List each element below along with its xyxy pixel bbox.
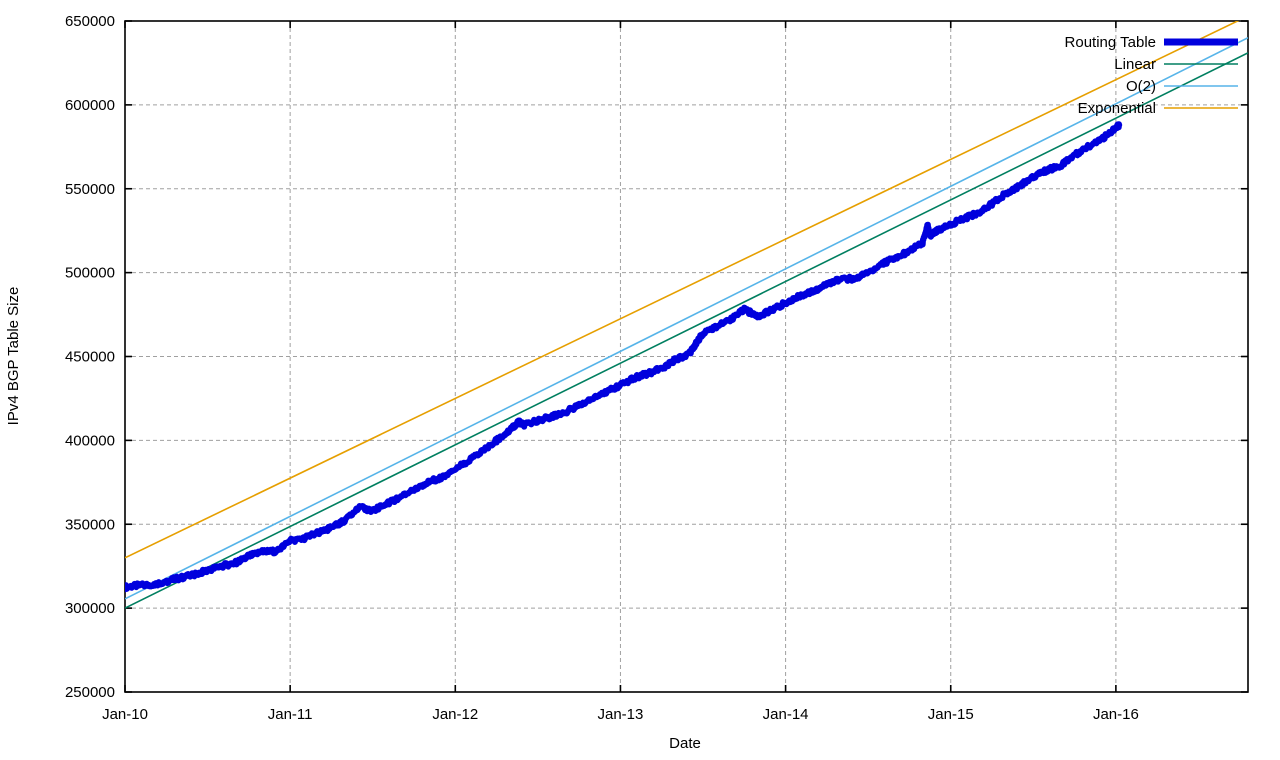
x-tick-label: Jan-15 bbox=[928, 706, 974, 723]
x-tick-label: Jan-14 bbox=[763, 706, 809, 723]
x-axis-tick-labels: Jan-10 Jan-11 Jan-12 Jan-13 Jan-14 Jan-15 Jan-… bbox=[102, 706, 1139, 723]
series-linear bbox=[125, 52, 1248, 609]
x-tick-label: Jan-11 bbox=[268, 706, 313, 723]
x-tick-label: Jan-16 bbox=[1093, 706, 1139, 723]
y-tick-label: 550000 bbox=[65, 181, 115, 198]
legend-label-routing-table: Routing Table bbox=[1065, 34, 1156, 51]
y-tick-label: 650000 bbox=[65, 13, 115, 30]
y-tick-label: 250000 bbox=[65, 684, 115, 701]
tick-marks bbox=[124, 20, 1248, 693]
x-tick-label: Jan-12 bbox=[432, 706, 478, 723]
legend-label-o-2: O(2) bbox=[1126, 78, 1156, 95]
series-routing-table bbox=[125, 121, 1123, 593]
y-tick-label: 600000 bbox=[65, 97, 115, 114]
y-tick-label: 400000 bbox=[65, 432, 115, 449]
x-tick-label: Jan-13 bbox=[598, 706, 644, 723]
y-tick-label: 300000 bbox=[65, 600, 115, 617]
y-tick-label: 500000 bbox=[65, 265, 115, 282]
legend-label-linear: Linear bbox=[1114, 56, 1156, 73]
legend-label-exponential: Exponential bbox=[1078, 100, 1156, 117]
series-exponential bbox=[125, 21, 1240, 559]
y-axis-title: IPv4 BGP Table Size bbox=[5, 287, 22, 426]
y-tick-label: 350000 bbox=[65, 516, 115, 533]
legend: Routing Table Linear O(2) Exponential bbox=[1065, 34, 1238, 117]
x-axis-title: Date bbox=[669, 735, 701, 752]
series-o-2 bbox=[125, 37, 1248, 600]
y-axis-tick-labels: 250000 300000 350000 400000 450000 500000 5500… bbox=[65, 13, 115, 701]
data-series-group bbox=[125, 21, 1248, 609]
y-tick-label: 450000 bbox=[65, 349, 115, 366]
x-tick-label: Jan-10 bbox=[102, 706, 148, 723]
